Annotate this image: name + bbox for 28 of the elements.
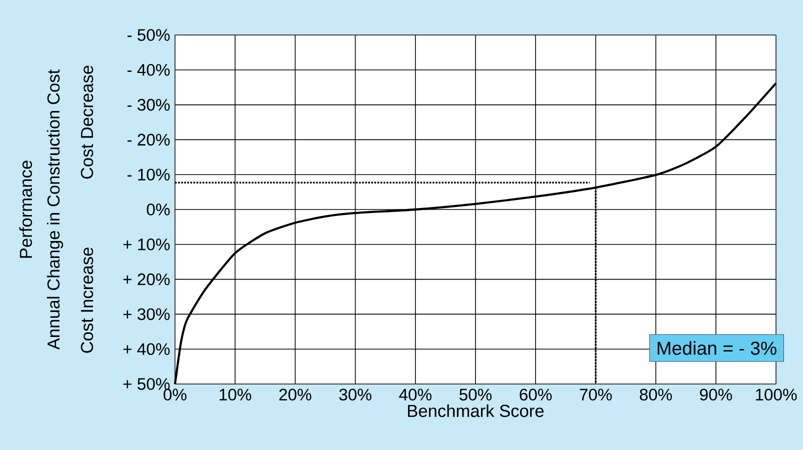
y-tick-label: 0% <box>146 204 170 216</box>
y-tick-label: - 40% <box>127 64 170 76</box>
y-tick-label: - 10% <box>127 168 170 181</box>
y-tick-label: + 20% <box>123 273 170 286</box>
x-tick-label: 80% <box>640 388 672 401</box>
annotation: Median = - 3% <box>658 341 776 355</box>
y-tick-label: - 30% <box>127 98 170 111</box>
x-tick-label: 30% <box>339 388 372 401</box>
x-tick-label: 50% <box>459 388 492 401</box>
y-tick-label: - 50% <box>127 29 170 41</box>
x-tick-label: 40% <box>399 388 432 401</box>
y-tick-label: + 30% <box>123 308 170 320</box>
y-tick-label: + 10% <box>123 238 170 250</box>
x-tick-label: 0% <box>164 388 186 401</box>
y-tick-label: + 40% <box>123 343 170 356</box>
x-tick-label: 100% <box>756 388 797 401</box>
x-tick-label: 10% <box>220 388 252 401</box>
x-tick-label: 90% <box>700 388 732 401</box>
y-axis-title: Annual Change in Construction Cost <box>46 70 64 350</box>
text: Cost Increase <box>80 248 94 353</box>
x-axis-title: Benchmark Score <box>408 404 544 418</box>
y-tick-label: + 50% <box>123 378 170 390</box>
x-tick-label: 70% <box>580 388 612 401</box>
text: Performance <box>19 160 32 258</box>
x-tick-label: 60% <box>520 388 552 401</box>
x-tick-label: 20% <box>279 388 312 401</box>
text: Cost Decrease <box>80 66 94 179</box>
y-tick-label: - 20% <box>127 134 170 146</box>
